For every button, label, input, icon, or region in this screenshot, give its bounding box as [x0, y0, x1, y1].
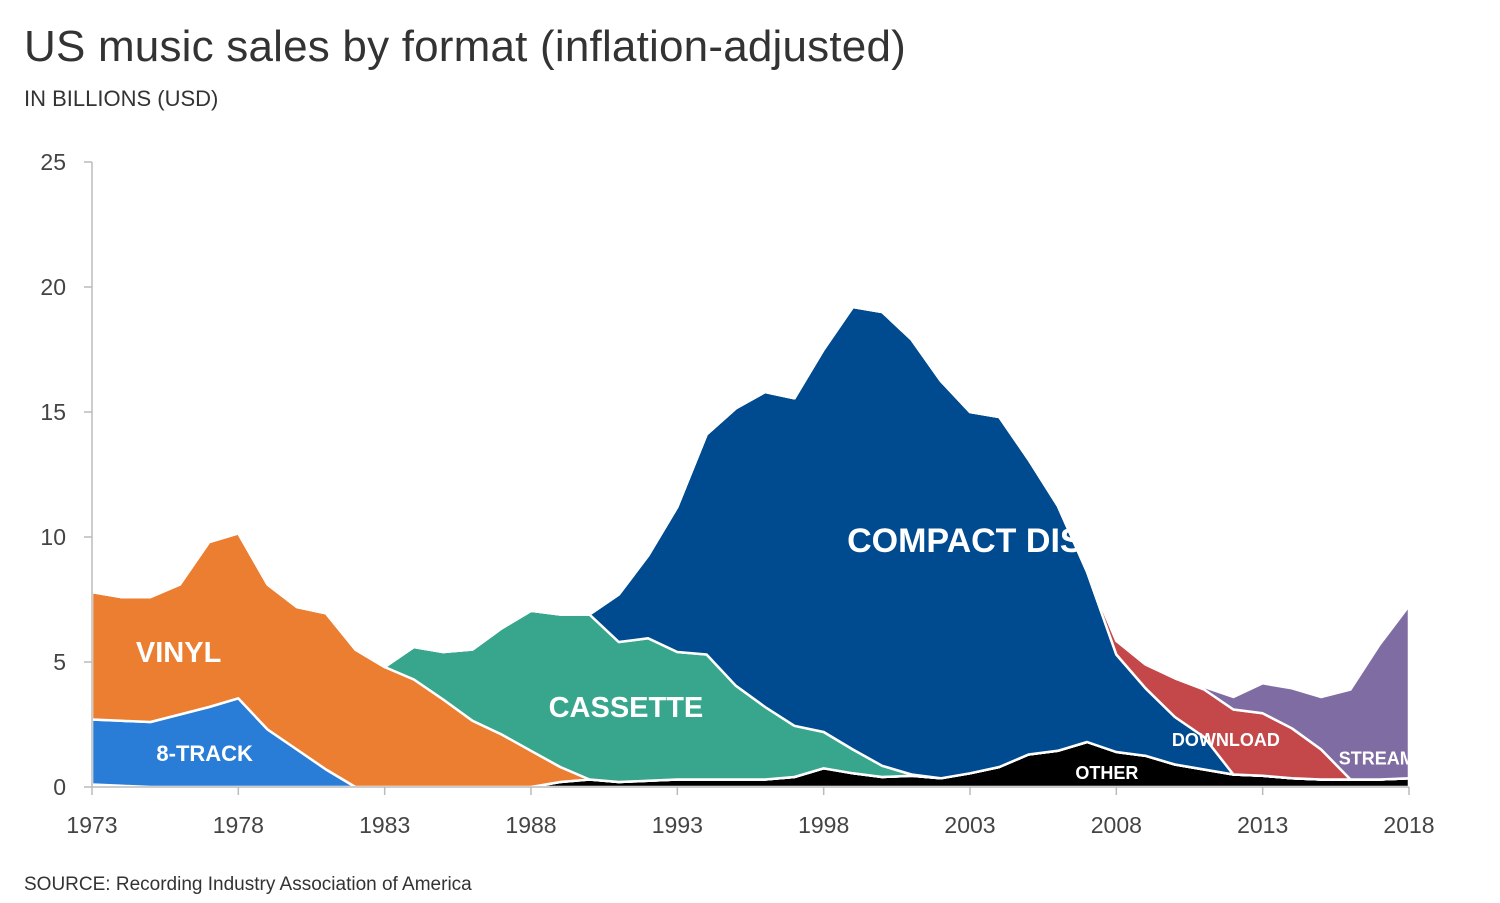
label-vinyl: VINYL: [136, 637, 221, 669]
y-tick-label-5: 5: [53, 649, 66, 675]
x-tick-label-1988: 1988: [505, 812, 556, 838]
chart-title: US music sales by format (inflation-adju…: [24, 22, 906, 71]
x-tick-label-1973: 1973: [66, 812, 117, 838]
label-streaming: STREAMING: [1339, 749, 1447, 769]
chart-subtitle: IN BILLIONS (USD): [24, 86, 219, 111]
axes-layer: 0 5 10 15 20 25 1973 1978 1983 1988 1993 1998 2003 20…: [40, 149, 1434, 838]
label-8-track: 8-TRACK: [156, 741, 253, 766]
x-tick-label-2013: 2013: [1237, 812, 1288, 838]
x-tick-label-1978: 1978: [213, 812, 264, 838]
x-tick-label-1998: 1998: [798, 812, 849, 838]
x-tick-label-2003: 2003: [944, 812, 995, 838]
area-label-layer: COMPACT DISC VINYL CASSETTE 8-TRACK DOWNLOAD…: [136, 522, 1447, 783]
x-tick-label-2018: 2018: [1383, 812, 1434, 838]
y-tick-label-20: 20: [40, 274, 66, 300]
area-layer: [90, 305, 1411, 789]
y-tick-label-0: 0: [53, 774, 66, 800]
x-tick-label-1993: 1993: [652, 812, 703, 838]
y-tick-label-15: 15: [40, 399, 66, 425]
x-tick-label-2008: 2008: [1091, 812, 1142, 838]
y-tick-label-25: 25: [40, 149, 66, 175]
label-cassette: CASSETTE: [549, 692, 704, 724]
y-tick-label-10: 10: [40, 524, 66, 550]
x-tick-label-1983: 1983: [359, 812, 410, 838]
area-streaming: [90, 305, 1411, 781]
label-compact-disc: COMPACT DISC: [847, 522, 1107, 560]
label-download: DOWNLOAD: [1172, 730, 1280, 750]
label-other: OTHER: [1075, 763, 1138, 783]
source-note: SOURCE: Recording Industry Association o…: [24, 874, 472, 895]
